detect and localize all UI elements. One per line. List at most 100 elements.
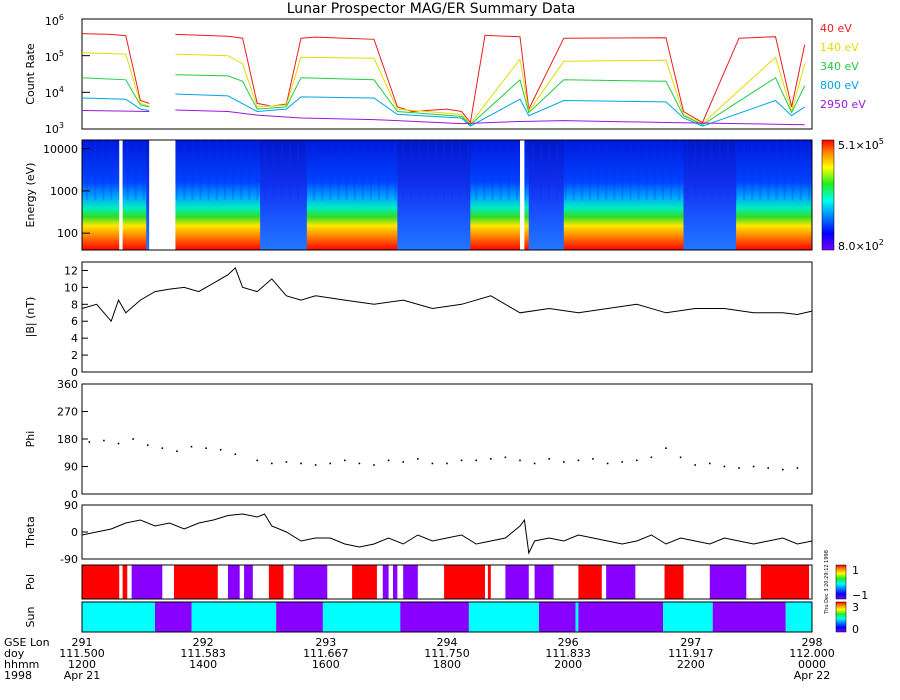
spec-streak-52 [507, 140, 510, 201]
sun-segs-segment-5 [400, 602, 469, 632]
spectrogram-cells [82, 140, 812, 250]
phi-yticks: 0 90 180 270 360 [57, 378, 88, 501]
pol-segs-segment-11 [403, 565, 418, 599]
pol-frame [81, 564, 813, 600]
pol-segs-segment-15 [534, 565, 554, 599]
spec-streak-73 [678, 140, 681, 201]
series-line-2-1 [175, 74, 806, 126]
spec-streak-64 [605, 140, 608, 201]
count-rate-panel: Count Rate 103 104 105 106 40 eV 140 eV 34… [24, 13, 866, 136]
time-tick-0-doy_label: 111.500 [59, 647, 105, 660]
spec-streak-47 [467, 140, 470, 201]
spec-streak-69 [645, 140, 648, 201]
phi-point-47 [782, 468, 784, 471]
phi-ylabel: Phi [24, 431, 37, 448]
spec-streak-71 [661, 140, 664, 201]
spec-streak-79 [726, 140, 729, 201]
spec-streak-54 [524, 140, 527, 201]
spec-streak-88 [799, 140, 802, 201]
ytick-1e3: 103 [45, 121, 64, 136]
phi-point-41 [694, 464, 696, 466]
time-tick-4-doy_label: 111.833 [545, 647, 591, 660]
phi-point-45 [752, 465, 755, 468]
ytick-100: 100 [57, 227, 78, 240]
plot-title: Lunar Prospector MAG/ER Summary Data [287, 1, 576, 17]
spec-streak-22 [264, 140, 267, 201]
phi-point-34 [592, 458, 594, 460]
theta-ytick-2: 90 [64, 499, 78, 512]
phi-point-5 [161, 447, 164, 449]
spec-streak-15 [207, 140, 210, 201]
spec-streak-16 [215, 140, 218, 201]
spec-streak-85 [775, 140, 778, 201]
time-tick-6-doy_label: 112.000 [789, 647, 835, 660]
b-ytick-2: 4 [71, 332, 78, 345]
theta-frame [81, 504, 813, 560]
spec-streak-20 [248, 140, 251, 201]
sun-ylabel: Sun [24, 607, 37, 628]
spec-streak-75 [694, 140, 697, 201]
sun-colorbar [835, 601, 847, 633]
spec-streak-18 [232, 140, 235, 201]
spec-streak-42 [426, 140, 429, 201]
ytick-1e4: 104 [45, 85, 64, 100]
spec-streak-33 [353, 140, 356, 201]
legend-item-4: 2950 eV [820, 98, 866, 111]
phi-point-27 [490, 458, 492, 460]
theta-ytick-1: 0 [71, 526, 78, 539]
phi-point-44 [738, 467, 740, 469]
time-tick-5-lon: 297 [680, 636, 701, 649]
phi-point-14 [300, 462, 302, 465]
sun-panel: Sun 3 0 [24, 601, 859, 636]
spec-streak-65 [613, 140, 616, 201]
pol-segs-segment-7 [293, 565, 328, 599]
phi-point-28 [504, 456, 507, 459]
b-magnitude-panel: |B| (nT) 0 2 4 6 8 10 12 [24, 261, 813, 379]
phi-point-9 [219, 448, 222, 451]
phi-point-12 [271, 462, 273, 465]
pol-panel: Pol 1 −1 Thu Dec 3 20:29:12 1998 [24, 550, 868, 615]
legend-item-1: 140 eV [820, 41, 859, 54]
count-rate-lines [81, 33, 806, 127]
spec-streak-6 [134, 140, 137, 201]
series-line-1-0 [81, 52, 150, 107]
count-rate-frame [81, 18, 813, 130]
series-line-3-1 [175, 93, 805, 127]
spec-streak-32 [345, 140, 348, 201]
pol-segs-segment-13 [487, 565, 491, 599]
phi-point-11 [256, 459, 258, 462]
time-tick-2-hhmm: 1600 [312, 658, 340, 671]
spec-streak-46 [459, 140, 462, 201]
sun-segs-segment-6 [468, 602, 539, 632]
spec-streak-57 [548, 140, 551, 201]
time-tick-3-doy_label: 111.750 [424, 647, 470, 660]
spec-streak-7 [142, 140, 145, 201]
time-tick-4-lon: 296 [558, 636, 579, 649]
spec-streak-0 [86, 140, 89, 201]
time-axis: GSE Lon doy hhmm 1998 291111.5001200Apr … [4, 636, 835, 682]
spec-streak-76 [702, 140, 705, 201]
series-line-4-0 [81, 110, 150, 112]
spec-streak-45 [451, 140, 454, 201]
pol-segs-segment-17 [606, 565, 636, 599]
spec-streak-87 [791, 140, 794, 201]
sidebar-timestamp: Thu Dec 3 20:29:12 1998 [824, 550, 830, 615]
time-tick-0-lon: 291 [72, 636, 93, 649]
pol-segs-segment-12 [444, 565, 485, 599]
b-ytick-3: 6 [71, 315, 78, 328]
spec-streak-38 [394, 140, 397, 201]
sun-segs-segment-10 [663, 602, 713, 632]
spec-streak-34 [361, 140, 364, 201]
pol-segs-segment-6 [268, 565, 284, 599]
b-ytick-4: 8 [71, 298, 78, 311]
spec-gap-2 [520, 140, 525, 250]
theta-yticks: -90 0 90 [60, 499, 88, 566]
pol-segs-segment-14 [505, 565, 529, 599]
ytick-1e5: 105 [45, 49, 64, 64]
spec-streak-83 [759, 140, 762, 201]
pol-colorbar-bottom: −1 [852, 589, 868, 602]
spec-streak-78 [718, 140, 721, 201]
pol-segments [82, 565, 810, 599]
spec-streak-62 [588, 140, 591, 201]
spec-streak-77 [710, 140, 713, 201]
